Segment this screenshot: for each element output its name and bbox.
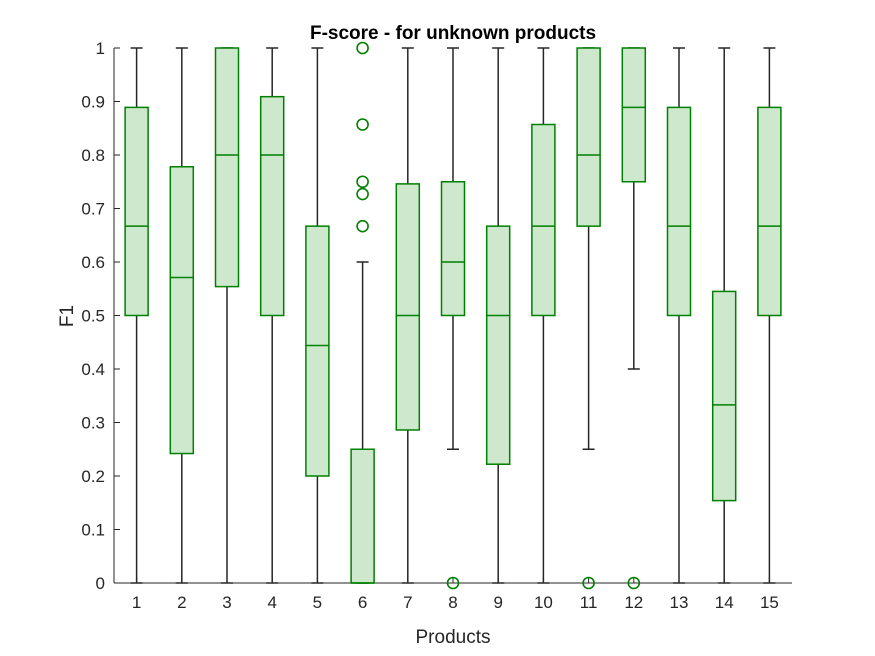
outlier-point [356,219,369,233]
box-14 [711,290,737,502]
x-tick-label: 7 [403,593,412,612]
y-tick-label: 0 [96,574,105,593]
chart-title: F-score - for unknown products [310,23,596,44]
x-tick-label: 10 [534,593,553,612]
box-10 [531,123,556,317]
y-tick-label: 0.9 [81,93,105,112]
x-tick-label: 2 [177,593,186,612]
box-15 [757,106,782,317]
box-2 [169,166,195,455]
box-5 [305,225,330,477]
x-tick-label: 15 [760,593,779,612]
x-tick-label: 6 [358,593,367,612]
y-tick-label: 0.2 [81,467,105,486]
plot-area: 00.10.20.30.40.50.60.70.80.911 2 3 4 5 6 7 8 9 10… [81,39,792,612]
y-tick-label: 0.4 [81,360,105,379]
box-11 [576,47,601,227]
box-12 [621,47,647,183]
outlier-point [582,576,595,590]
x-tick-label: 8 [448,593,457,612]
box-7 [395,183,421,431]
x-tick-label: 13 [670,593,689,612]
x-tick-label: 3 [222,593,231,612]
outlier-point [356,118,369,131]
box-6 [350,448,375,584]
x-tick-label: 12 [624,593,643,612]
x-tick-label: 5 [313,593,322,612]
y-axis-label: F1 [57,305,78,327]
y-tick-label: 0.1 [81,521,105,540]
box-3 [214,47,240,288]
box-8 [440,181,466,317]
box-1 [124,106,149,317]
x-tick-label: 14 [715,593,734,612]
y-tick-label: 0.5 [81,307,105,326]
box-13 [666,106,692,317]
x-tick-label: 11 [580,593,598,612]
y-tick-label: 1 [96,39,105,58]
outlier-point [356,41,369,55]
y-tick-label: 0.6 [81,253,105,272]
x-tick-label: 9 [493,593,502,612]
x-tick-label: 4 [267,593,276,612]
x-axis-label: Products [416,627,491,648]
outlier-point [356,187,369,201]
outlier-point [627,576,641,590]
outlier-point [446,576,460,590]
y-tick-label: 0.8 [81,146,105,165]
box-9 [485,225,511,465]
box-4 [259,95,285,317]
outlier-point [356,175,369,189]
y-tick-label: 0.3 [81,414,105,433]
y-tick-label: 0.7 [81,200,105,219]
x-tick-label: 1 [132,593,141,612]
